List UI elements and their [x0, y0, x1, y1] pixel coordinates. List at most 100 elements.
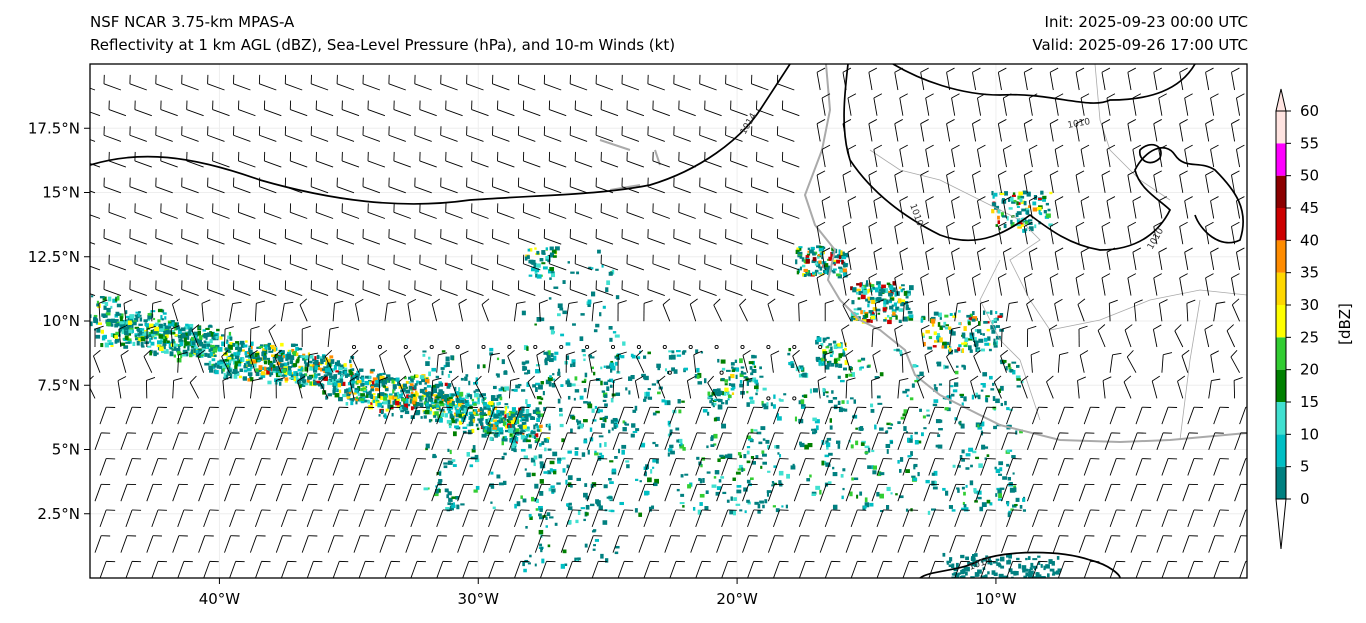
reflectivity-cell: [254, 352, 260, 358]
reflectivity-cell: [912, 477, 918, 481]
wind-barb: [358, 458, 366, 476]
reflectivity-cell: [391, 379, 395, 384]
reflectivity-cell: [202, 334, 205, 338]
reflectivity-cell: [528, 274, 533, 277]
wind-barb: [1236, 149, 1241, 168]
reflectivity-cell: [472, 418, 475, 423]
reflectivity-cell: [229, 373, 233, 379]
wind-barb-flag: [1134, 299, 1143, 304]
reflectivity-cell: [843, 408, 848, 412]
wind-barb: [894, 123, 899, 142]
wind-barb: [575, 263, 593, 271]
wind-barb: [928, 407, 936, 425]
wind-barb: [538, 303, 541, 322]
reflectivity-cell: [865, 283, 869, 287]
reflectivity-cell: [982, 310, 986, 315]
reflectivity-cell: [471, 411, 476, 415]
reflectivity-cell: [966, 314, 971, 318]
reflectivity-cell: [610, 419, 615, 424]
wind-barb: [238, 263, 256, 271]
reflectivity-cell: [432, 384, 436, 388]
reflectivity-cell: [591, 267, 594, 270]
wind-barb: [90, 265, 101, 271]
reflectivity-cell: [551, 249, 557, 254]
reflectivity-cell: [344, 374, 349, 378]
reflectivity-cell: [151, 333, 156, 336]
reflectivity-cell: [607, 379, 611, 382]
reflectivity-cell: [319, 356, 322, 361]
reflectivity-cell: [264, 345, 268, 350]
reflectivity-cell: [209, 331, 214, 337]
wind-barb: [492, 83, 510, 91]
reflectivity-cell: [126, 325, 130, 328]
reflectivity-cell: [643, 398, 647, 402]
reflectivity-cell: [605, 287, 609, 293]
reflectivity-cell: [532, 409, 537, 414]
wind-barb-flag: [618, 351, 627, 356]
reflectivity-cell: [959, 393, 965, 397]
reflectivity-cell: [312, 358, 315, 361]
reflectivity-cell: [750, 428, 754, 433]
wind-barb-flag: [713, 298, 721, 306]
reflectivity-cell: [460, 503, 465, 506]
reflectivity-cell: [209, 351, 213, 357]
reflectivity-cell: [455, 409, 461, 414]
reflectivity-cell: [859, 426, 864, 431]
reflectivity-cell: [537, 414, 542, 418]
reflectivity-cell: [954, 417, 958, 421]
reflectivity-cell: [898, 319, 902, 324]
wind-barb: [207, 186, 225, 194]
reflectivity-cell: [428, 395, 432, 399]
reflectivity-cell: [309, 381, 313, 386]
reflectivity-cell: [1004, 400, 1007, 406]
reflectivity-cell: [119, 320, 123, 325]
reflectivity-cell: [762, 403, 767, 408]
reflectivity-cell: [548, 425, 551, 431]
wind-barb-flag: [846, 377, 856, 381]
reflectivity-cell: [540, 317, 545, 322]
wind-barb-flag: [507, 349, 515, 357]
reflectivity-cell: [727, 398, 730, 401]
reflectivity-cell: [367, 400, 371, 404]
reflectivity-cell: [514, 440, 518, 444]
reflectivity-cell: [329, 355, 334, 359]
wind-barb: [997, 123, 1002, 142]
wind-barb-flag: [1179, 221, 1188, 227]
reflectivity-cell: [679, 444, 682, 447]
reflectivity-cell: [1037, 555, 1041, 558]
reflectivity-cell: [100, 343, 104, 348]
reflectivity-cell: [822, 360, 826, 366]
reflectivity-cell: [116, 303, 122, 308]
reflectivity-cell: [462, 426, 468, 430]
wind-barb: [695, 458, 703, 476]
wind-barb: [872, 355, 878, 373]
reflectivity-cell: [1042, 197, 1046, 202]
wind-barb: [1161, 407, 1169, 425]
wind-barb: [316, 263, 334, 271]
reflectivity-cell: [575, 519, 579, 524]
reflectivity-cell: [562, 310, 567, 315]
reflectivity-cell: [384, 413, 387, 416]
wind-barb: [358, 407, 366, 425]
reflectivity-cell: [282, 363, 287, 367]
reflectivity-cell: [957, 347, 961, 352]
reflectivity-cell: [481, 417, 484, 421]
reflectivity-cell: [760, 465, 763, 469]
reflectivity-cell: [533, 455, 538, 460]
reflectivity-cell: [269, 344, 275, 350]
reflectivity-cell: [263, 360, 268, 365]
reflectivity-cell: [309, 364, 313, 367]
wind-barb: [1226, 330, 1236, 348]
reflectivity-cell: [699, 493, 705, 498]
wind-barb-flag: [1153, 273, 1162, 279]
wind-barb-flag: [873, 144, 883, 150]
reflectivity-cell: [543, 351, 549, 355]
wind-barb-flag: [329, 326, 339, 330]
wind-barb-flag: [662, 298, 671, 305]
reflectivity-cell: [560, 384, 564, 387]
wind-barb: [259, 289, 277, 297]
reflectivity-cell: [892, 281, 897, 286]
reflectivity-cell: [594, 405, 598, 409]
reflectivity-cell: [602, 520, 608, 525]
reflectivity-cell: [711, 402, 714, 406]
